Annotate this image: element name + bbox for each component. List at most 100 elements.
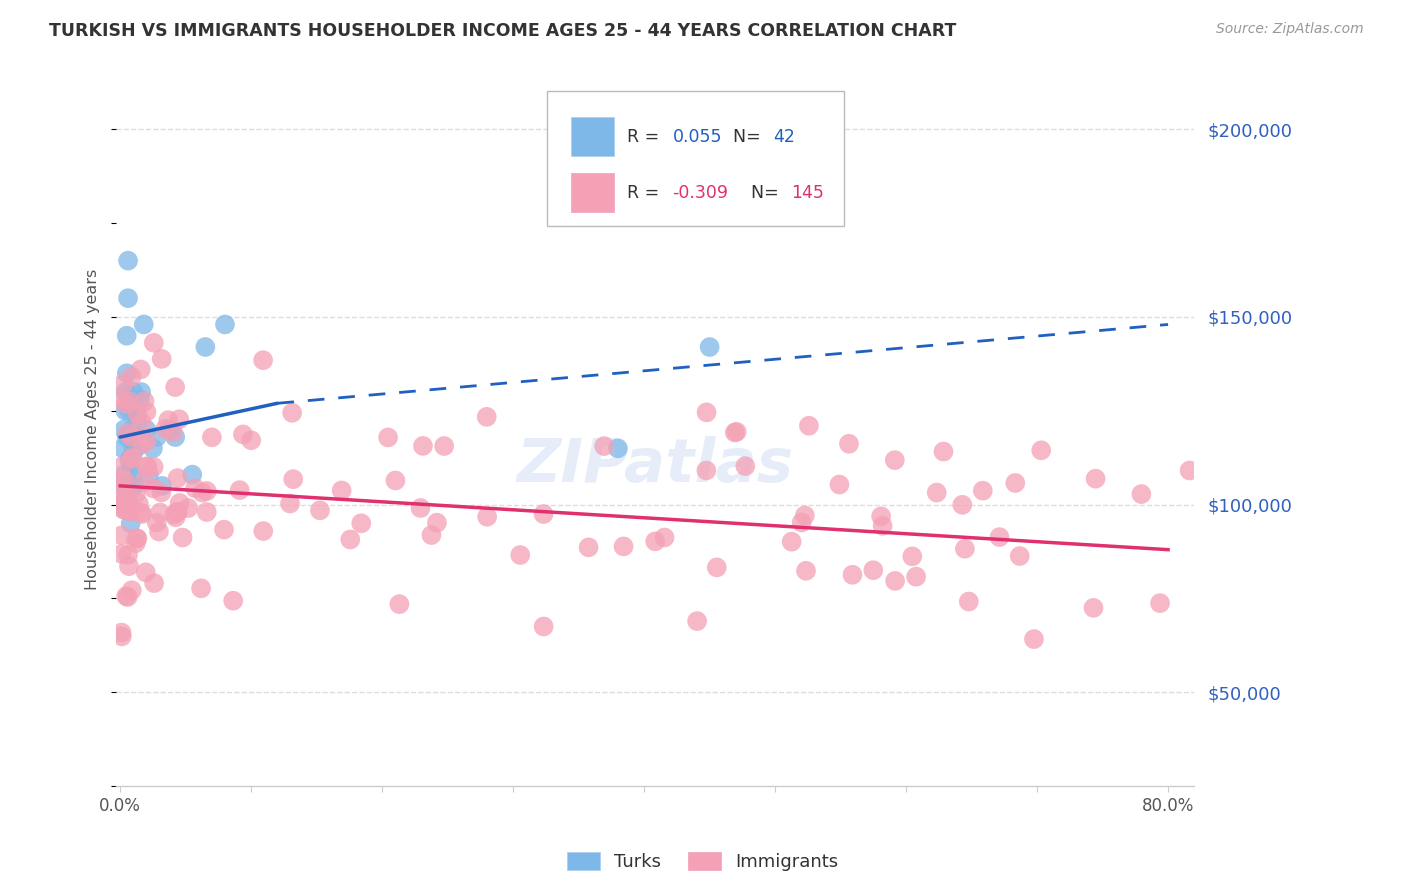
Point (129, 362, 152, 376)
Point (163, 508, 186, 522)
Point (654, 531, 676, 545)
Point (129, 384, 152, 399)
Point (117, 425, 139, 440)
Point (696, 405, 718, 419)
Point (118, 452, 141, 467)
Point (533, 507, 555, 521)
Point (194, 340, 217, 354)
Point (828, 477, 851, 491)
Point (1178, 463, 1201, 477)
Point (166, 505, 188, 519)
Point (150, 351, 173, 366)
Point (793, 508, 815, 523)
Point (150, 485, 173, 500)
Point (121, 423, 143, 437)
Point (883, 453, 905, 467)
Point (686, 614, 709, 628)
Point (169, 496, 191, 510)
Point (957, 594, 980, 608)
Point (153, 422, 176, 436)
Point (122, 384, 145, 399)
Text: N=: N= (751, 184, 785, 202)
Point (114, 404, 136, 418)
Point (115, 589, 138, 603)
Point (136, 459, 159, 474)
Point (117, 291, 139, 305)
Point (146, 430, 169, 444)
Point (125, 531, 148, 545)
Point (128, 392, 150, 407)
Point (884, 574, 907, 588)
Point (121, 479, 143, 493)
Point (426, 516, 449, 530)
Point (112, 467, 135, 482)
Point (148, 524, 170, 539)
Point (150, 479, 173, 493)
Point (433, 439, 456, 453)
Point (157, 413, 180, 427)
Point (121, 450, 143, 465)
Point (1031, 443, 1053, 458)
Text: R =: R = (627, 184, 665, 202)
Point (252, 353, 274, 368)
Point (420, 528, 443, 542)
Point (167, 412, 190, 426)
Point (124, 479, 146, 493)
Point (149, 506, 172, 520)
Point (644, 534, 666, 549)
Point (950, 498, 973, 512)
Point (143, 576, 166, 591)
Point (111, 458, 134, 473)
Point (388, 597, 411, 611)
Point (932, 444, 955, 458)
Point (953, 541, 976, 556)
Point (121, 369, 143, 384)
Point (734, 459, 756, 474)
Point (177, 501, 200, 516)
Point (135, 434, 157, 448)
Point (118, 559, 141, 574)
Point (872, 519, 894, 533)
Point (790, 516, 813, 530)
Point (110, 625, 132, 640)
Point (222, 593, 245, 607)
Point (350, 516, 373, 531)
Point (111, 629, 134, 643)
Legend: Turks, Immigrants: Turks, Immigrants (560, 845, 846, 879)
Text: N=: N= (733, 128, 766, 145)
Point (309, 503, 332, 517)
Point (125, 487, 148, 501)
Point (114, 384, 136, 399)
Point (122, 442, 145, 456)
Point (181, 467, 204, 482)
Point (111, 479, 134, 493)
Point (533, 619, 555, 633)
Point (475, 409, 498, 424)
Point (131, 507, 153, 521)
Point (165, 430, 187, 444)
Point (131, 416, 153, 430)
Point (118, 404, 141, 418)
Point (110, 498, 132, 512)
Text: TURKISH VS IMMIGRANTS HOUSEHOLDER INCOME AGES 25 - 44 YEARS CORRELATION CHART: TURKISH VS IMMIGRANTS HOUSEHOLDER INCOME… (49, 22, 956, 40)
Point (330, 483, 353, 498)
Point (142, 459, 165, 474)
Point (142, 442, 165, 456)
Point (988, 530, 1011, 544)
Point (606, 442, 628, 456)
Point (111, 442, 134, 456)
Text: ZIPatlas: ZIPatlas (516, 435, 794, 495)
Point (142, 482, 165, 496)
Point (870, 509, 893, 524)
Point (1130, 487, 1153, 501)
Point (412, 439, 434, 453)
Point (214, 318, 236, 332)
Point (972, 483, 994, 498)
Point (166, 471, 188, 485)
Point (1004, 475, 1026, 490)
Point (409, 500, 432, 515)
Point (162, 425, 184, 440)
Point (191, 485, 214, 500)
Point (724, 425, 747, 440)
Text: Source: ZipAtlas.com: Source: ZipAtlas.com (1216, 22, 1364, 37)
